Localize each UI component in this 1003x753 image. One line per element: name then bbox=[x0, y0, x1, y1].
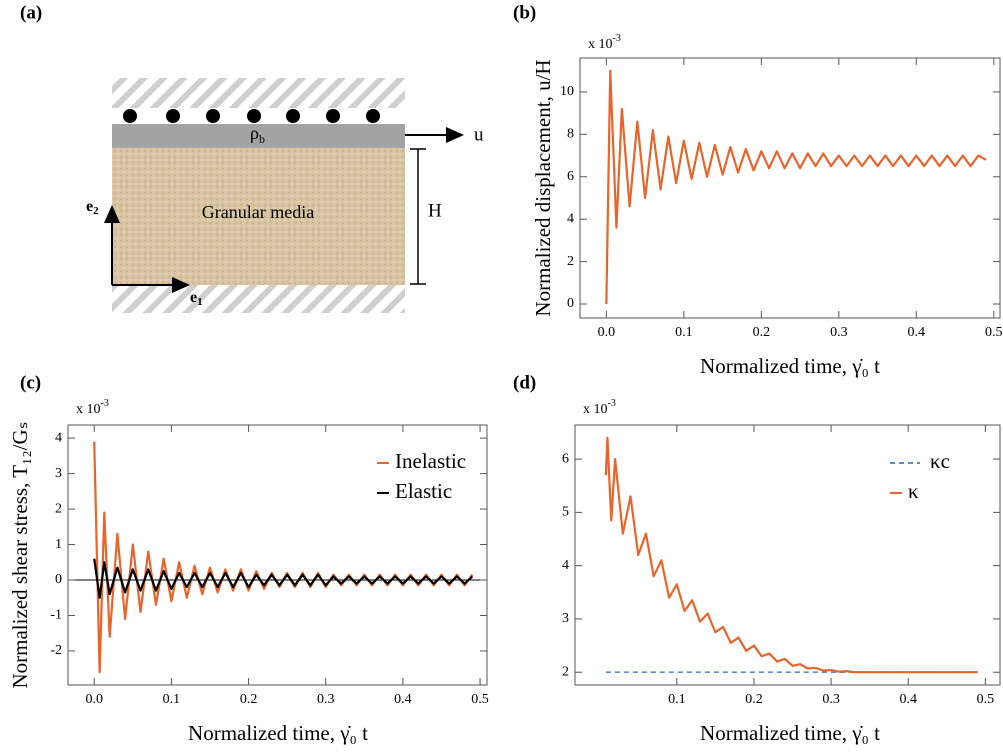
data-line bbox=[604, 436, 978, 674]
multiplier-base: x 10 bbox=[588, 37, 613, 52]
plot-frame bbox=[574, 424, 1001, 686]
x-tick-label: 0.3 bbox=[317, 692, 335, 707]
legend-label: Elastic bbox=[395, 479, 452, 503]
diagram-panel: (a) ρb u H Granular media e2 e1 bbox=[20, 2, 484, 313]
legend-label: κc bbox=[930, 449, 950, 473]
chart-panel: (b) 0 2 4 6 8 10 0.0 0.1 0.2 0.3 0.4 0.5 x 10-3 Normal… bbox=[513, 2, 1003, 377]
multiplier-exponent: -3 bbox=[613, 33, 621, 44]
multiplier-base: x 10 bbox=[76, 402, 101, 417]
chart-panel: (d) 2 3 4 5 6 0.1 0.2 0.3 0.4 0.5 x 10-3 Normalized … bbox=[513, 372, 1001, 745]
y-tick-label: 10 bbox=[560, 84, 574, 99]
x-tick-label: 0.1 bbox=[668, 692, 686, 707]
panel-label: (c) bbox=[20, 372, 41, 393]
rollers bbox=[123, 109, 380, 123]
y-tick-label: 6 bbox=[562, 451, 569, 466]
y-axis-label: Normalized displacement, u/H bbox=[531, 59, 555, 316]
y-tick-label: 5 bbox=[562, 505, 569, 520]
x-tick-label: 0.3 bbox=[822, 692, 840, 707]
y-tick-label: 4 bbox=[55, 430, 62, 445]
x-tick-label: 0.3 bbox=[830, 325, 848, 340]
data-line bbox=[93, 558, 474, 599]
media-label: Granular media bbox=[202, 202, 314, 222]
multiplier-base: x 10 bbox=[583, 402, 608, 417]
y-tick-label: 0 bbox=[567, 296, 574, 311]
x-tick-label: 0.5 bbox=[471, 692, 489, 707]
x-tick-label: 0.5 bbox=[985, 325, 1003, 340]
y-multiplier: x 10-3 bbox=[588, 33, 621, 52]
x-tick-label: 0.4 bbox=[899, 692, 917, 707]
chart-panel: (c) -2 -1 0 1 2 3 4 0.0 0.1 0.2 0.3 0.4 0.5 x 10-3 Norm… bbox=[8, 372, 489, 744]
granular-layer bbox=[112, 148, 405, 285]
x-axis-label: Normalized time, γ̇₀ t bbox=[700, 721, 880, 745]
panel-label: (a) bbox=[20, 2, 42, 23]
panel-label: (d) bbox=[513, 372, 536, 393]
x-axis-label: Normalized time, γ̇₀ t bbox=[700, 354, 880, 378]
multiplier-exponent: -3 bbox=[608, 398, 616, 409]
top-wall bbox=[112, 78, 405, 108]
height-bracket bbox=[410, 148, 426, 285]
multiplier-exponent: -3 bbox=[101, 398, 109, 409]
x-tick-label: 0.0 bbox=[598, 325, 616, 340]
bottom-wall bbox=[112, 285, 405, 313]
y-tick-label: 2 bbox=[567, 254, 574, 269]
velocity-label: u bbox=[474, 124, 484, 145]
y-tick-label: 2 bbox=[562, 664, 569, 679]
x-tick-label: 0.1 bbox=[163, 692, 181, 707]
legend-label: κ bbox=[908, 479, 919, 503]
y-tick-label: -1 bbox=[50, 608, 62, 623]
plot-frame bbox=[67, 424, 488, 686]
y-axis-label: Normalized shear stress, T₁₂/Gₛ bbox=[8, 421, 32, 688]
y-tick-label: 0 bbox=[55, 572, 62, 587]
y-tick-label: 4 bbox=[562, 558, 569, 573]
y-tick-label: 6 bbox=[567, 169, 574, 184]
plot-frame bbox=[579, 57, 1001, 319]
y-tick-label: 3 bbox=[562, 611, 569, 626]
y-tick-label: 4 bbox=[567, 211, 574, 226]
legend-label: Inelastic bbox=[395, 449, 466, 473]
x-tick-label: 0.2 bbox=[753, 325, 771, 340]
e1-label: e1 bbox=[190, 289, 203, 308]
x-tick-label: 0.2 bbox=[745, 692, 763, 707]
panel-label: (b) bbox=[513, 2, 536, 23]
x-tick-label: 0.4 bbox=[394, 692, 412, 707]
y-tick-label: 8 bbox=[567, 127, 574, 142]
plate bbox=[112, 124, 405, 148]
y-tick-label: 1 bbox=[55, 537, 62, 552]
y-tick-label: 2 bbox=[55, 501, 62, 516]
y-multiplier: x 10-3 bbox=[583, 398, 616, 417]
data-line bbox=[605, 69, 987, 305]
y-multiplier: x 10-3 bbox=[76, 398, 109, 417]
x-tick-label: 0.5 bbox=[977, 692, 995, 707]
y-tick-label: 3 bbox=[55, 466, 62, 481]
y-tick-label: -2 bbox=[50, 643, 62, 658]
x-tick-label: 0.4 bbox=[908, 325, 926, 340]
x-axis-label: Normalized time, γ̇₀ t bbox=[188, 721, 368, 745]
x-tick-label: 0.0 bbox=[85, 692, 103, 707]
x-tick-label: 0.2 bbox=[240, 692, 258, 707]
height-label: H bbox=[428, 200, 442, 221]
density-label: ρb bbox=[250, 123, 265, 146]
x-tick-label: 0.1 bbox=[675, 325, 693, 340]
e2-label: e2 bbox=[86, 198, 99, 217]
data-line bbox=[93, 441, 474, 674]
